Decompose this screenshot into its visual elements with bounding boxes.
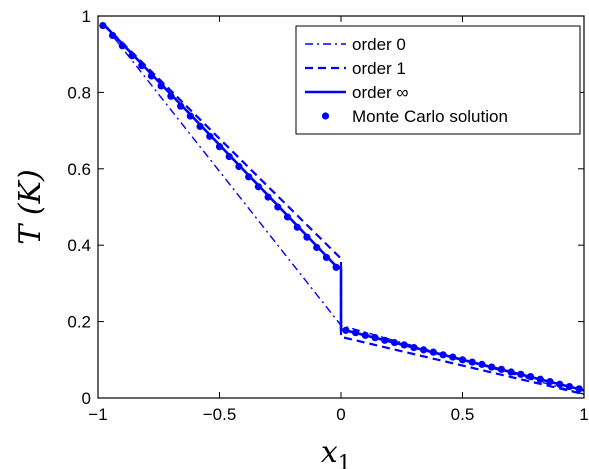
monte-carlo-point — [449, 353, 457, 361]
monte-carlo-point — [245, 173, 253, 181]
monte-carlo-point — [215, 143, 224, 151]
y-tick-label: 0.2 — [67, 313, 91, 332]
y-tick-label: 0.6 — [67, 160, 91, 179]
monte-carlo-point — [507, 368, 515, 376]
monte-carlo-point — [332, 263, 340, 271]
monte-carlo-point — [420, 346, 428, 354]
monte-carlo-point — [565, 382, 574, 391]
monte-carlo-point — [186, 112, 194, 120]
monte-carlo-point — [488, 363, 496, 371]
monte-carlo-point — [274, 203, 282, 211]
monte-carlo-point — [167, 92, 175, 100]
legend-label: order 0 — [352, 35, 406, 54]
monte-carlo-point — [206, 132, 214, 140]
x-tick-label: −0.5 — [203, 405, 237, 424]
x-axis-label-subscript: 1 — [338, 451, 351, 469]
monte-carlo-point — [264, 193, 272, 201]
legend-label: order 1 — [352, 59, 406, 78]
monte-carlo-point — [478, 360, 486, 368]
x-tick-label: 0 — [336, 405, 345, 424]
monte-carlo-point — [351, 329, 360, 337]
monte-carlo-point — [303, 233, 311, 241]
monte-carlo-point — [147, 72, 156, 80]
monte-carlo-point — [458, 356, 467, 364]
legend-marker-dots — [321, 112, 330, 120]
monte-carlo-point — [497, 365, 505, 373]
monte-carlo-point — [371, 334, 379, 342]
monte-carlo-point — [517, 370, 525, 378]
monte-carlo-point — [400, 341, 408, 349]
monte-carlo-point — [118, 42, 126, 50]
x-axis-label: x1 — [321, 435, 351, 469]
monte-carlo-point — [556, 380, 564, 388]
series-line-dashed — [102, 22, 585, 396]
monte-carlo-point — [225, 152, 233, 161]
y-tick-label: 0.4 — [67, 236, 91, 255]
monte-carlo-point — [128, 52, 136, 60]
axis-ticks: −1 −0.5 0 0.5 1 0 0.2 0.4 0.6 0.8 1 — [67, 7, 588, 424]
monte-carlo-point — [439, 351, 447, 359]
monte-carlo-point — [429, 348, 437, 356]
x-tick-label: 1 — [579, 405, 588, 424]
legend-label: order ∞ — [352, 83, 409, 102]
monte-carlo-point — [390, 339, 399, 347]
monte-carlo-point — [575, 385, 583, 393]
monte-carlo-point — [313, 243, 321, 252]
monte-carlo-point — [410, 343, 418, 352]
monte-carlo-point — [361, 331, 369, 339]
monte-carlo-point — [138, 62, 146, 70]
y-tick-label: 0.8 — [67, 83, 91, 102]
monte-carlo-point — [99, 21, 107, 30]
monte-carlo-point — [293, 223, 301, 231]
monte-carlo-point — [196, 122, 204, 130]
monte-carlo-point — [468, 358, 476, 366]
y-tick-label: 1 — [82, 7, 91, 26]
monte-carlo-point — [108, 31, 117, 40]
x-tick-label: 0.5 — [451, 405, 475, 424]
y-tick-label: 0 — [82, 389, 91, 408]
monte-carlo-point — [283, 213, 292, 221]
monte-carlo-point — [536, 375, 544, 383]
legend: order 0 order 1 order ∞ Monte Carlo solutio… — [295, 25, 581, 135]
monte-carlo-point — [381, 336, 389, 344]
monte-carlo-point — [322, 253, 331, 262]
monte-carlo-point — [254, 183, 262, 191]
x-tick-label: −1 — [88, 405, 107, 424]
monte-carlo-point — [235, 162, 243, 171]
monte-carlo-point — [342, 326, 350, 334]
legend-label: Monte Carlo solution — [352, 107, 508, 126]
x-axis-label-base: x — [321, 435, 338, 469]
y-axis-label: T (K) — [13, 169, 48, 244]
monte-carlo-point — [546, 377, 554, 386]
monte-carlo-point — [157, 82, 165, 90]
plot-marks — [99, 21, 585, 396]
monte-carlo-point — [526, 373, 535, 381]
monte-carlo-point — [177, 102, 185, 110]
